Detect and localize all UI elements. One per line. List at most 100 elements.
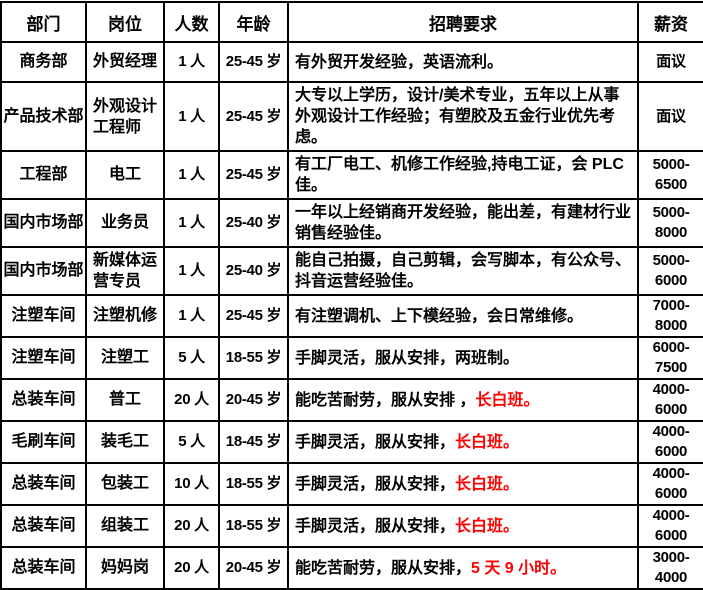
requirement-text: 一年以上经销商开发经验，能出差，有建材行业销售经验佳。	[295, 204, 632, 242]
header-row: 部门 岗位 人数 年龄 招聘要求 薪资	[0, 1, 703, 43]
job-table-body: 商务部 外贸经理 1 人 25-45 岁有外贸开发经验，英语流利。 面议 产品技术部 外观设…	[0, 41, 703, 590]
salary-cell: 6000-7500	[637, 336, 703, 380]
count-cell: 10 人	[163, 462, 220, 506]
position-cell: 外观设计工程师	[85, 81, 165, 152]
department-cell: 国内市场部	[0, 198, 87, 248]
age-cell: 20-45 岁	[218, 546, 289, 590]
requirement-highlight-text: 长白班。	[455, 475, 520, 493]
position-cell: 外贸经理	[85, 41, 165, 83]
position-cell: 组装工	[85, 504, 165, 548]
salary-cell: 4000-6000	[637, 504, 703, 548]
requirement-cell: 能吃苦耐劳，服从安排 ，长白班。	[287, 378, 639, 422]
age-cell: 25-45 岁	[218, 81, 289, 152]
table-row: 总装车间 妈妈岗 20 人 20-45 岁能吃苦耐劳，服从安排，5 天 9 小时。 30…	[0, 546, 703, 590]
salary-cell: 面议	[637, 41, 703, 83]
table-row: 总装车间 普工 20 人 20-45 岁能吃苦耐劳，服从安排 ，长白班。 4000-60…	[0, 378, 703, 422]
requirement-cell: 手脚灵活，服从安排，长白班。	[287, 462, 639, 506]
department-cell: 总装车间	[0, 378, 87, 422]
age-cell: 25-40 岁	[218, 246, 289, 296]
salary-cell: 5000-6500	[637, 150, 703, 200]
table-row: 商务部 外贸经理 1 人 25-45 岁有外贸开发经验，英语流利。 面议	[0, 41, 703, 83]
requirement-text: 有注塑调机、上下模经验，会日常维修。	[295, 307, 584, 325]
age-cell: 20-45 岁	[218, 378, 289, 422]
table-row: 毛刷车间 装毛工 5 人 18-45 岁手脚灵活，服从安排，长白班。 4000-6000	[0, 420, 703, 464]
department-cell: 工程部	[0, 150, 87, 200]
department-cell: 产品技术部	[0, 81, 87, 152]
table-row: 国内市场部 新媒体运营专员 1 人 25-40 岁能自己拍摄，自己剪辑，会写脚本，有公…	[0, 246, 703, 296]
position-cell: 注塑机修	[85, 294, 165, 338]
count-cell: 1 人	[163, 198, 220, 248]
requirement-cell: 大专以上学历，设计/美术专业，五年以上从事外观设计工作经验；有塑胶及五金行业优先…	[287, 81, 639, 152]
count-cell: 1 人	[163, 294, 220, 338]
table-row: 国内市场部 业务员 1 人 25-40 岁一年以上经销商开发经验，能出差，有建材行业销…	[0, 198, 703, 248]
position-cell: 业务员	[85, 198, 165, 248]
requirement-cell: 能吃苦耐劳，服从安排，5 天 9 小时。	[287, 546, 639, 590]
department-cell: 总装车间	[0, 546, 87, 590]
table-row: 产品技术部 外观设计工程师 1 人 25-45 岁大专以上学历，设计/美术专业，五年以…	[0, 81, 703, 152]
column-header-department: 部门	[0, 1, 87, 43]
table-row: 注塑车间 注塑工 5 人 18-55 岁手脚灵活，服从安排，两班制。 6000-7500	[0, 336, 703, 380]
requirement-highlight-text: 长白班。	[455, 433, 520, 451]
age-cell: 18-45 岁	[218, 420, 289, 464]
position-cell: 装毛工	[85, 420, 165, 464]
column-header-requirement: 招聘要求	[287, 1, 639, 43]
salary-cell: 面议	[637, 81, 703, 152]
column-header-age: 年龄	[218, 1, 289, 43]
requirement-text: 有外贸开发经验，英语流利。	[295, 53, 504, 71]
job-table-header: 部门 岗位 人数 年龄 招聘要求 薪资	[0, 1, 703, 43]
requirement-text: 能吃苦耐劳，服从安排 ，	[295, 391, 476, 409]
requirement-text: 手脚灵活，服从安排，两班制。	[295, 349, 520, 367]
requirement-cell: 能自己拍摄，自己剪辑，会写脚本，有公众号、抖音运营经验佳。	[287, 246, 639, 296]
count-cell: 20 人	[163, 546, 220, 590]
position-cell: 普工	[85, 378, 165, 422]
age-cell: 25-40 岁	[218, 198, 289, 248]
salary-cell: 5000-6000	[637, 246, 703, 296]
position-cell: 注塑工	[85, 336, 165, 380]
position-cell: 新媒体运营专员	[85, 246, 165, 296]
department-cell: 商务部	[0, 41, 87, 83]
department-cell: 总装车间	[0, 462, 87, 506]
requirement-cell: 有注塑调机、上下模经验，会日常维修。	[287, 294, 639, 338]
count-cell: 5 人	[163, 420, 220, 464]
requirement-cell: 手脚灵活，服从安排，两班制。	[287, 336, 639, 380]
requirement-highlight-text: 长白班。	[455, 517, 520, 535]
count-cell: 1 人	[163, 150, 220, 200]
position-cell: 电工	[85, 150, 165, 200]
age-cell: 18-55 岁	[218, 336, 289, 380]
table-row: 注塑车间 注塑机修 1 人 25-45 岁有注塑调机、上下模经验，会日常维修。 7000…	[0, 294, 703, 338]
salary-cell: 7000-8000	[637, 294, 703, 338]
age-cell: 25-45 岁	[218, 150, 289, 200]
age-cell: 18-55 岁	[218, 462, 289, 506]
column-header-salary: 薪资	[637, 1, 703, 43]
count-cell: 1 人	[163, 246, 220, 296]
age-cell: 18-55 岁	[218, 504, 289, 548]
count-cell: 5 人	[163, 336, 220, 380]
requirement-text: 能自己拍摄，自己剪辑，会写脚本，有公众号、抖音运营经验佳。	[295, 252, 632, 290]
requirement-cell: 手脚灵活，服从安排，长白班。	[287, 504, 639, 548]
salary-cell: 4000-6000	[637, 420, 703, 464]
department-cell: 总装车间	[0, 504, 87, 548]
count-cell: 1 人	[163, 81, 220, 152]
requirement-cell: 有工厂电工、机修工作经验,持电工证，会 PLC 佳。	[287, 150, 639, 200]
table-row: 总装车间 包装工 10 人 18-55 岁手脚灵活，服从安排，长白班。 4000-600…	[0, 462, 703, 506]
salary-cell: 4000-6000	[637, 462, 703, 506]
table-row: 总装车间 组装工 20 人 18-55 岁手脚灵活，服从安排，长白班。 4000-600…	[0, 504, 703, 548]
department-cell: 注塑车间	[0, 294, 87, 338]
requirement-text: 手脚灵活，服从安排，	[295, 433, 456, 451]
requirement-highlight-text: 5 天 9 小时。	[471, 559, 567, 577]
position-cell: 妈妈岗	[85, 546, 165, 590]
requirement-highlight-text: 长白班。	[475, 391, 540, 409]
salary-cell: 4000-6000	[637, 378, 703, 422]
department-cell: 国内市场部	[0, 246, 87, 296]
requirement-cell: 一年以上经销商开发经验，能出差，有建材行业销售经验佳。	[287, 198, 639, 248]
requirement-text: 手脚灵活，服从安排，	[295, 517, 456, 535]
requirement-text: 能吃苦耐劳，服从安排，	[295, 559, 472, 577]
department-cell: 毛刷车间	[0, 420, 87, 464]
count-cell: 20 人	[163, 378, 220, 422]
position-cell: 包装工	[85, 462, 165, 506]
department-cell: 注塑车间	[0, 336, 87, 380]
column-header-position: 岗位	[85, 1, 165, 43]
age-cell: 25-45 岁	[218, 41, 289, 83]
age-cell: 25-45 岁	[218, 294, 289, 338]
table-row: 工程部 电工 1 人 25-45 岁有工厂电工、机修工作经验,持电工证，会 PLC 佳…	[0, 150, 703, 200]
